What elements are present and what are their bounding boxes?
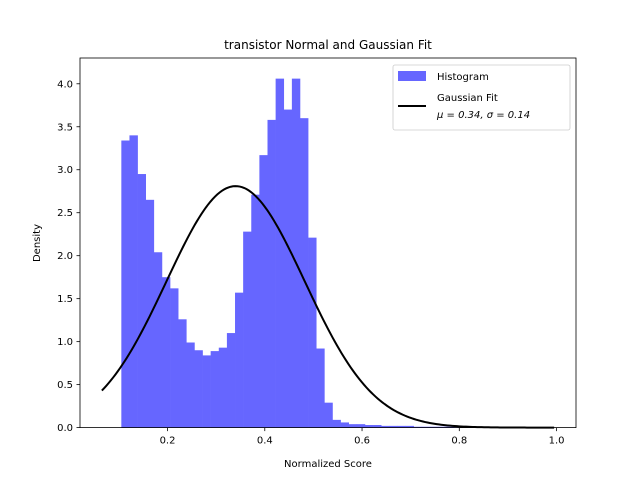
histogram-bar [251, 194, 260, 428]
histogram-bar [373, 425, 382, 428]
histogram-bar [153, 252, 163, 428]
y-tick-label: 4.0 [57, 79, 73, 90]
histogram-bar [137, 174, 146, 428]
y-axis: 0.0 0.5 1.0 1.5 2.0 2.5 3.0 3.5 4.0 [57, 79, 80, 434]
y-tick-label: 3.5 [57, 122, 73, 133]
legend-fit-params: μ = 0.34, σ = 0.14 [436, 110, 530, 121]
y-tick-label: 1.5 [57, 294, 73, 305]
histogram-bar [348, 424, 358, 428]
histogram-bar [121, 140, 130, 428]
histogram-bar [275, 78, 285, 428]
histogram-bar [178, 319, 187, 428]
histogram-bar [364, 425, 374, 428]
gaussian-fit-line [101, 185, 555, 429]
histogram-bar [332, 419, 341, 428]
histogram-bar [356, 424, 366, 428]
histogram-bar [438, 426, 447, 428]
histogram-bars [121, 78, 561, 428]
histogram-bar [324, 402, 333, 428]
x-axis: 0.2 0.4 0.6 0.8 1.0 [160, 427, 565, 447]
y-tick-label: 2.0 [57, 251, 73, 262]
histogram-bar [283, 109, 293, 428]
chart-title: transistor Normal and Gaussian Fit [224, 38, 432, 52]
histogram-bar [405, 425, 414, 428]
histogram-bar [381, 425, 390, 428]
histogram-bar [218, 347, 228, 428]
histogram-bar [235, 292, 244, 428]
legend-box [392, 64, 571, 131]
histogram-bar [421, 426, 431, 428]
histogram-bar [308, 237, 317, 428]
y-tick-label: 2.5 [57, 208, 73, 219]
x-tick-label: 1.0 [549, 436, 565, 447]
histogram-bar [446, 426, 455, 428]
histogram-bar [186, 342, 195, 428]
histogram-bar [389, 425, 398, 428]
plot-frame [79, 57, 577, 429]
histogram-bar [194, 350, 203, 428]
x-tick-label: 0.4 [257, 436, 273, 447]
legend-histogram-swatch [398, 71, 426, 81]
y-axis-label: Density [32, 224, 43, 262]
histogram-bar [267, 119, 276, 428]
histogram-bar [259, 155, 268, 428]
x-tick-label: 0.2 [160, 436, 176, 447]
legend-histogram-label: Histogram [437, 72, 489, 83]
histogram-bar [316, 348, 325, 428]
histogram-bar [170, 288, 179, 428]
x-tick-label: 0.6 [354, 436, 370, 447]
histogram-bar [202, 355, 211, 428]
histogram-bar [291, 78, 301, 428]
histogram-bar [429, 426, 439, 428]
histogram-bar [299, 118, 309, 428]
histogram-bar [226, 333, 236, 428]
histogram-bar [161, 277, 171, 428]
y-tick-label: 0.0 [57, 423, 73, 434]
histogram-bar [243, 231, 252, 428]
histogram-bar [129, 135, 138, 428]
y-tick-label: 0.5 [57, 380, 73, 391]
histogram-bar [210, 351, 220, 428]
x-tick-label: 0.8 [451, 436, 467, 447]
histogram-bar [397, 425, 406, 428]
x-axis-label: Normalized Score [284, 459, 372, 470]
histogram-bar [413, 426, 423, 428]
y-tick-label: 1.0 [57, 337, 73, 348]
legend-fit-label: Gaussian Fit [437, 93, 498, 104]
histogram-bar [340, 422, 350, 428]
legend: Histogram Gaussian Fit μ = 0.34, σ = 0.1… [392, 64, 571, 131]
y-tick-label: 3.0 [57, 165, 73, 176]
